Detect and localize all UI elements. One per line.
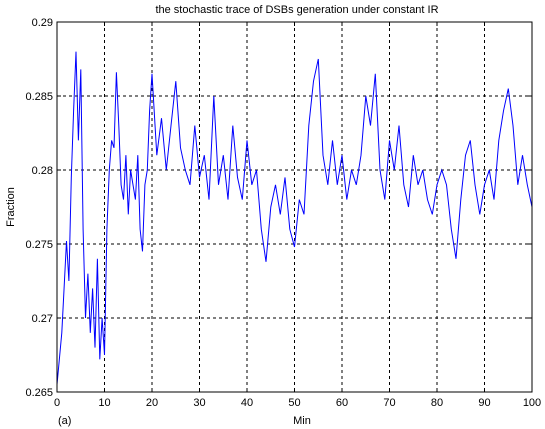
plot-frame bbox=[56, 21, 533, 393]
chart-title: the stochastic trace of DSBs generation … bbox=[155, 4, 438, 16]
panel-label: (a) bbox=[58, 415, 71, 427]
x-tick-label: 20 bbox=[146, 397, 158, 409]
grid bbox=[57, 22, 532, 392]
y-axis-label: Fraction bbox=[5, 187, 17, 227]
x-tick-label: 90 bbox=[478, 397, 490, 409]
y-tick-label: 0.28 bbox=[32, 165, 53, 177]
x-axis-label: Min bbox=[293, 415, 311, 427]
y-tick-label: 0.265 bbox=[25, 387, 53, 399]
x-tick-label: 0 bbox=[54, 397, 60, 409]
x-tick-label: 80 bbox=[431, 397, 443, 409]
x-tick-label: 10 bbox=[98, 397, 110, 409]
x-tick-label: 40 bbox=[241, 397, 253, 409]
y-tick-label: 0.285 bbox=[25, 91, 53, 103]
x-axis-ticks: 0 10 20 30 40 50 60 70 80 90 100 bbox=[54, 22, 541, 409]
series-line bbox=[56, 51, 533, 385]
x-tick-label: 100 bbox=[523, 397, 541, 409]
x-tick-label: 70 bbox=[383, 397, 395, 409]
y-tick-label: 0.275 bbox=[25, 239, 53, 251]
y-axis-ticks: 0.265 0.27 0.275 0.28 0.285 0.29 bbox=[25, 17, 532, 399]
y-tick-label: 0.27 bbox=[32, 313, 53, 325]
x-tick-label: 30 bbox=[193, 397, 205, 409]
x-tick-label: 50 bbox=[288, 397, 300, 409]
y-tick-label: 0.29 bbox=[32, 17, 53, 29]
x-tick-label: 60 bbox=[336, 397, 348, 409]
